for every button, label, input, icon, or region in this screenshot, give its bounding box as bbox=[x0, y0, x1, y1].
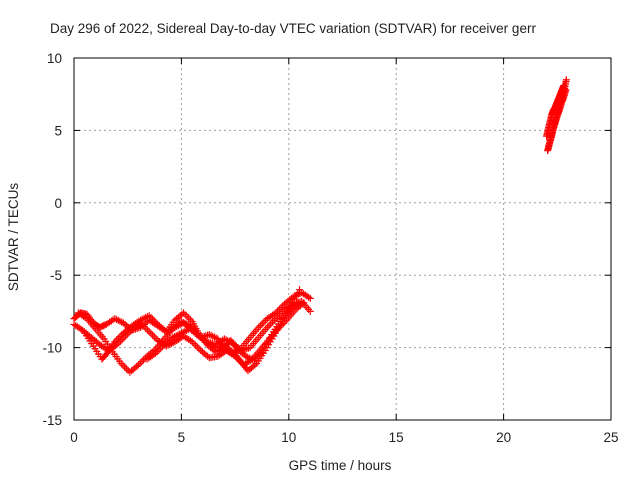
data-point bbox=[296, 286, 304, 294]
y-tick-labels: -15 -10 -5 0 5 10 bbox=[42, 51, 62, 428]
data-point bbox=[280, 314, 288, 322]
data-point bbox=[260, 318, 268, 326]
data-point bbox=[258, 320, 266, 328]
data-point bbox=[285, 305, 293, 313]
data-point bbox=[290, 295, 298, 303]
data-point bbox=[227, 347, 235, 355]
data-point bbox=[181, 311, 189, 319]
data-point bbox=[305, 293, 313, 301]
data-point bbox=[251, 361, 259, 369]
data-point bbox=[282, 311, 290, 319]
chart-title: Day 296 of 2022, Sidereal Day-to-day VTE… bbox=[50, 21, 536, 36]
data-point bbox=[81, 313, 89, 321]
series-track-h bbox=[545, 86, 570, 150]
data-point bbox=[289, 298, 297, 306]
data-point bbox=[562, 86, 570, 94]
y-tick-label: -5 bbox=[50, 268, 62, 283]
y-axis-label: SDTVAR / TECUs bbox=[6, 183, 21, 292]
x-tick-label: 0 bbox=[70, 430, 78, 445]
data-point bbox=[267, 320, 275, 328]
data-point bbox=[136, 359, 144, 367]
data-point bbox=[193, 343, 201, 351]
series-track-g bbox=[543, 82, 568, 140]
x-tick-label: 15 bbox=[389, 430, 404, 445]
axis-ticks bbox=[73, 57, 612, 421]
data-point bbox=[161, 326, 169, 334]
data-point bbox=[204, 352, 212, 360]
data-point bbox=[306, 307, 314, 315]
data-point bbox=[265, 322, 273, 330]
data-point bbox=[192, 341, 200, 349]
data-point bbox=[293, 300, 301, 308]
grid-lines bbox=[74, 58, 611, 420]
data-point bbox=[121, 363, 129, 371]
x-tick-labels: 0 5 10 15 20 25 bbox=[70, 430, 618, 445]
data-point bbox=[292, 292, 300, 300]
y-tick-label: -10 bbox=[42, 341, 62, 356]
data-point bbox=[294, 289, 302, 297]
data-point bbox=[145, 328, 153, 336]
series-track-e bbox=[143, 286, 304, 375]
data-point bbox=[268, 318, 276, 326]
data-point bbox=[306, 294, 314, 302]
data-point bbox=[278, 318, 286, 326]
y-tick-label: -15 bbox=[42, 413, 62, 428]
y-tick-label: 0 bbox=[54, 196, 62, 211]
plot-frame bbox=[73, 57, 612, 421]
data-point bbox=[284, 308, 292, 316]
data-point bbox=[150, 333, 158, 341]
y-tick-label: 10 bbox=[47, 51, 62, 66]
data-points bbox=[70, 76, 570, 376]
data-point bbox=[256, 322, 264, 330]
x-tick-label: 10 bbox=[281, 430, 296, 445]
data-point bbox=[143, 326, 151, 334]
data-point bbox=[149, 331, 157, 339]
data-point bbox=[249, 356, 257, 364]
x-axis-label: GPS time / hours bbox=[289, 458, 392, 473]
data-point bbox=[119, 361, 127, 369]
data-point bbox=[133, 362, 141, 370]
data-point bbox=[560, 82, 568, 90]
x-tick-label: 20 bbox=[496, 430, 511, 445]
data-point bbox=[195, 345, 203, 353]
y-tick-label: 5 bbox=[54, 123, 62, 138]
data-point bbox=[147, 329, 155, 337]
data-point bbox=[185, 314, 193, 322]
data-point bbox=[287, 302, 295, 310]
x-tick-label: 5 bbox=[178, 430, 186, 445]
x-tick-label: 25 bbox=[603, 430, 618, 445]
data-point bbox=[562, 76, 570, 84]
data-point bbox=[143, 313, 151, 321]
